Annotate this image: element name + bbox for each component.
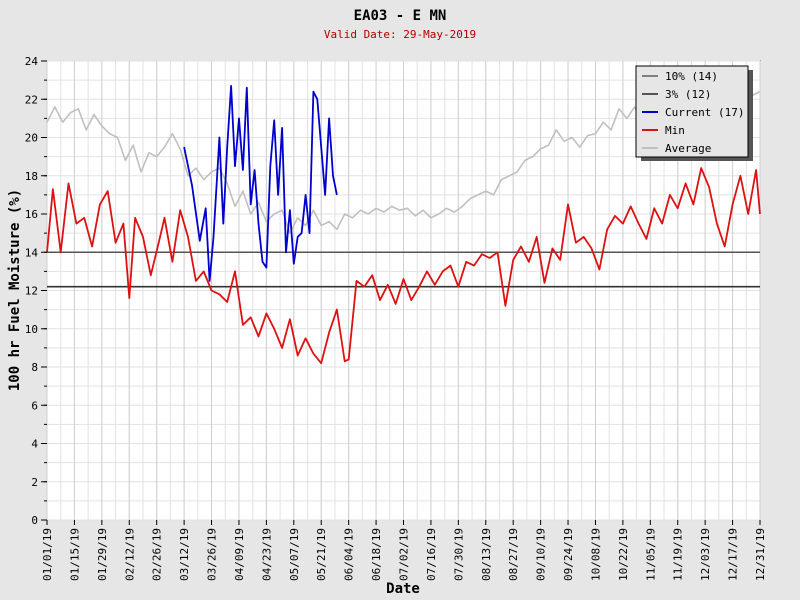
x-tick-label: 04/09/19: [233, 528, 246, 581]
chart-title: EA03 - E MN: [354, 8, 447, 24]
x-tick-label: 05/21/19: [315, 528, 328, 581]
x-tick-label: 12/17/19: [727, 528, 740, 581]
legend-label: Average: [665, 142, 711, 155]
y-tick-label: 4: [31, 438, 38, 451]
y-tick-label: 0: [31, 514, 38, 527]
y-tick-label: 2: [31, 476, 38, 489]
y-tick-label: 22: [25, 93, 38, 106]
x-tick-label: 10/08/19: [589, 528, 602, 581]
y-axis-label: 100 hr Fuel Moisture (%): [7, 189, 23, 391]
x-tick-label: 09/10/19: [535, 528, 548, 581]
x-tick-label: 06/18/19: [370, 528, 383, 581]
y-tick-label: 24: [25, 55, 39, 68]
x-tick-label: 01/29/19: [96, 528, 109, 581]
x-tick-label: 07/16/19: [425, 528, 438, 581]
y-tick-label: 6: [31, 399, 38, 412]
y-tick-label: 18: [25, 170, 38, 183]
y-tick-label: 10: [25, 323, 38, 336]
series-line-min: [46, 167, 761, 365]
y-tick-label: 20: [25, 132, 38, 145]
x-tick-label: 01/15/19: [68, 528, 81, 581]
x-tick-label: 03/12/19: [178, 528, 191, 581]
x-tick-label: 07/02/19: [398, 528, 411, 581]
y-tick-label: 16: [25, 208, 38, 221]
x-tick-label: 02/12/19: [123, 528, 136, 581]
x-tick-label: 08/13/19: [480, 528, 493, 581]
x-tick-label: 11/05/19: [644, 528, 657, 581]
x-tick-label: 03/26/19: [206, 528, 219, 581]
x-tick-label: 02/26/19: [151, 528, 164, 581]
x-tick-label: 11/19/19: [672, 528, 685, 581]
legend-label: 10% (14): [665, 70, 718, 83]
y-tick-label: 8: [31, 361, 38, 374]
threshold-lines: [47, 251, 760, 288]
x-tick-label: 12/03/19: [699, 528, 712, 581]
legend-label: Min: [665, 124, 685, 137]
legend-box: [635, 65, 749, 158]
x-tick-label: 06/04/19: [343, 528, 356, 581]
x-axis-label: Date: [386, 581, 420, 597]
x-tick-label: 05/07/19: [288, 528, 301, 581]
legend: 10% (14) 3% (12) Current (17) Min Average: [635, 65, 753, 161]
x-tick-label: 01/01/19: [41, 528, 54, 581]
x-tick-label: 12/31/19: [754, 528, 767, 581]
x-tick-label: 08/27/19: [507, 528, 520, 581]
series-line-current-17: [183, 85, 338, 282]
x-tick-label: 10/22/19: [617, 528, 630, 581]
chart-subtitle: Valid Date: 29-May-2019: [324, 28, 476, 41]
x-tick-label: 04/23/19: [260, 528, 273, 581]
x-tick-label: 09/24/19: [562, 528, 575, 581]
legend-label: 3% (12): [665, 88, 711, 101]
legend-label: Current (17): [665, 106, 744, 119]
y-tick-label: 14: [25, 246, 39, 259]
x-tick-label: 07/30/19: [452, 528, 465, 581]
x-axis-ticks: 01/01/19 01/15/19 01/29/19 02/12/19 02/26/19…: [41, 520, 767, 581]
y-tick-label: 12: [25, 285, 38, 298]
